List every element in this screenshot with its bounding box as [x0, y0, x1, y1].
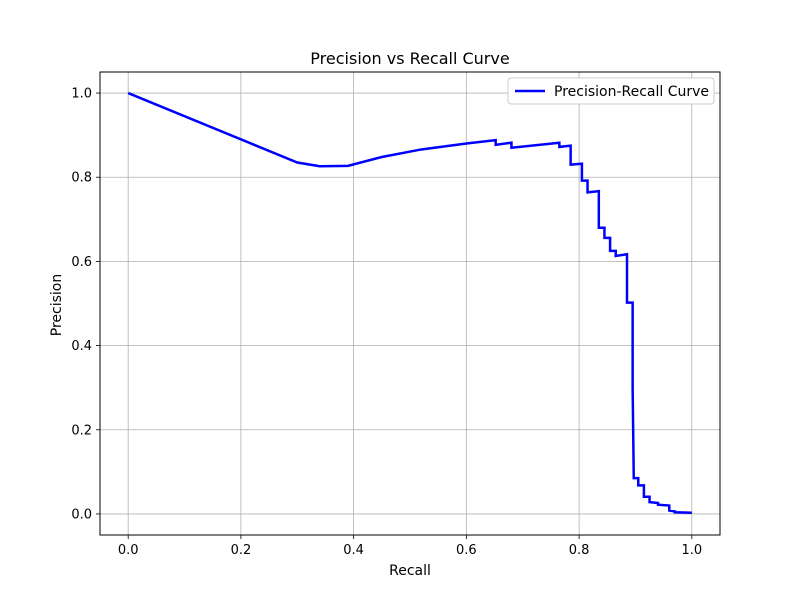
x-tick-label: 0.0	[118, 543, 139, 558]
series-line	[127, 91, 692, 514]
x-tick-label: 0.4	[343, 543, 364, 558]
x-tick-label: 1.0	[681, 543, 702, 558]
legend-label: Precision-Recall Curve	[554, 84, 709, 100]
legend-box	[507, 77, 715, 105]
x-axis: 0.0 0.2 0.4 0.6 0.8 1.0	[118, 535, 702, 558]
x-tick-label: 0.6	[456, 543, 477, 558]
plot-area: 0.0 0.2 0.4 0.6 0.8 1.0 0.0 0.2 0.4 0.6 0.8 1.0	[71, 71, 721, 558]
x-axis-label: Recall	[389, 563, 431, 579]
series-layer	[127, 91, 692, 514]
x-tick-label: 0.2	[231, 543, 252, 558]
y-axis-label: Precision	[49, 274, 65, 336]
y-axis: 0.0 0.2 0.4 0.6 0.8 1.0	[71, 87, 100, 522]
y-tick-label: 0.6	[71, 255, 92, 270]
y-tick-label: 0.4	[71, 339, 92, 354]
grid	[100, 72, 720, 535]
y-tick-label: 0.8	[71, 171, 92, 186]
y-tick-label: 1.0	[71, 87, 92, 102]
x-tick-label: 0.8	[569, 543, 590, 558]
chart-title: Precision vs Recall Curve	[310, 49, 509, 68]
y-tick-label: 0.0	[71, 507, 92, 522]
plot-background	[100, 72, 720, 535]
y-tick-label: 0.2	[71, 423, 92, 438]
axes-frame	[99, 71, 721, 536]
legend: Precision-Recall Curve	[507, 77, 715, 105]
